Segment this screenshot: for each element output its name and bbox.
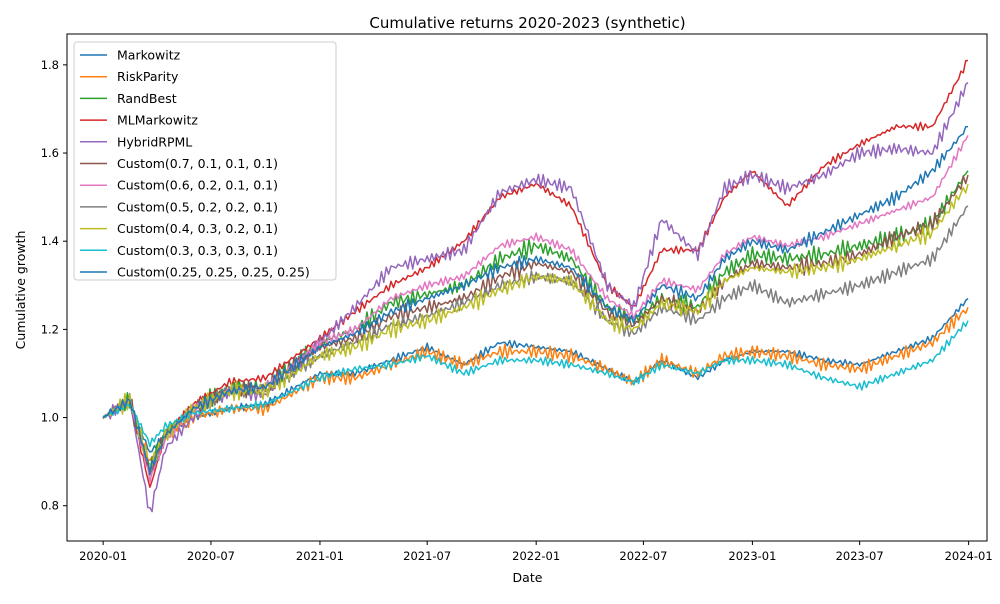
x-tick-label: 2020-01 [79,549,127,563]
series-line-riskparity [102,307,969,462]
x-tick-label: 2022-01 [512,549,560,563]
y-tick-label: 1.0 [41,411,59,425]
series-line-custom-0-3-0-3-0-3-0-1 [102,320,969,448]
legend-label: RiskParity [117,69,179,84]
plot-frame [66,33,988,542]
series-line-mlmarkowitz [102,59,969,488]
series-line-custom-0-4-0-3-0-2-0-1 [102,183,969,466]
legend-label: Custom(0.4, 0.3, 0.2, 0.1) [117,221,278,236]
y-tick-label: 1.4 [41,234,59,248]
legend-label: Markowitz [117,48,181,63]
series-line-custom-0-25-0-25-0-25-0-25 [102,125,969,476]
x-tick-label: 2024-01 [945,549,993,563]
x-tick-label: 2023-01 [728,549,776,563]
legend-label: Custom(0.5, 0.2, 0.2, 0.1) [117,199,278,214]
x-tick-label: 2021-01 [296,549,344,563]
series-line-custom-0-7-0-1-0-1-0-1 [102,174,969,474]
x-tick-label: 2020-07 [187,549,235,563]
y-tick-label: 0.8 [41,499,59,513]
x-tick-label: 2023-07 [836,549,884,563]
x-tick-label: 2022-07 [619,549,667,563]
legend-label: MLMarkowitz [117,113,198,128]
legend-label: HybridRPML [117,134,192,149]
x-tick-label: 2021-07 [403,549,451,563]
legend: Markowitz RiskParity RandBest MLMarkowitz Hy… [73,41,337,281]
chart-title: Cumulative returns 2020-2023 (synthetic) [369,14,685,32]
legend-label: Custom(0.7, 0.1, 0.1, 0.1) [117,156,278,171]
series-layer [102,59,969,513]
y-tick-label: 1.2 [41,322,59,336]
legend-label: Custom(0.25, 0.25, 0.25, 0.25) [117,265,310,280]
legend-box [73,41,337,281]
y-axis-label: Cumulative growth [13,231,28,350]
y-tick-label: 1.6 [41,146,59,160]
y-tick-label: 1.8 [41,58,59,72]
x-axis: 2020-01 2020-07 2021-01 2021-07 2022-01 2022-… [79,541,993,563]
legend-label: Custom(0.6, 0.2, 0.1, 0.1) [117,178,278,193]
y-axis: 0.8 1.0 1.2 1.4 1.6 1.8 [41,58,67,513]
legend-label: RandBest [117,91,177,106]
legend-label: Custom(0.3, 0.3, 0.3, 0.1) [117,243,278,258]
x-axis-label: Date [513,570,543,585]
